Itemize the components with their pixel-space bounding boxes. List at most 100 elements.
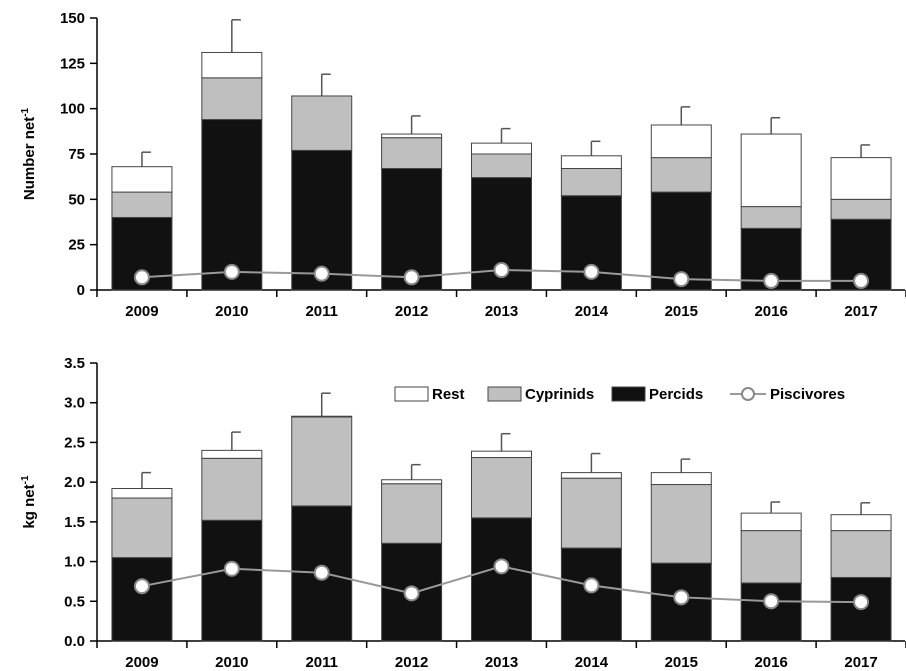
point-piscivores-2010 xyxy=(223,560,240,577)
point-piscivores-2010 xyxy=(223,263,240,280)
bar-cyprinids-2010 xyxy=(201,77,263,121)
point-piscivores-2013 xyxy=(493,558,510,575)
point-piscivores-2015 xyxy=(673,271,690,288)
bar-rest-2014 xyxy=(560,472,622,479)
point-piscivores-2013 xyxy=(493,262,510,279)
x-tick-label: 2016 xyxy=(754,654,787,671)
chart-panel-1: 0 25 50 75 100 125 150 Number net-1 2009 2010 2011… xyxy=(20,10,906,320)
point-piscivores-2009 xyxy=(133,578,150,595)
bar-cyprinids-2017 xyxy=(830,530,892,578)
x-tick-label: 2010 xyxy=(215,654,248,671)
legend-label-rest: Rest xyxy=(432,386,465,403)
bar-percids-2013 xyxy=(471,517,532,642)
y-tick-label: 150 xyxy=(60,10,85,27)
y-tick-label: 1.0 xyxy=(64,554,85,571)
y-tick-label: 50 xyxy=(68,191,85,208)
x-tick-label: 2009 xyxy=(125,303,158,320)
point-piscivores-2016 xyxy=(763,272,780,289)
x-tick-label: 2014 xyxy=(575,303,609,320)
bar-rest-2016 xyxy=(740,512,802,532)
y-tick-label: 0.5 xyxy=(64,593,85,610)
legend-label-piscivores: Piscivores xyxy=(770,386,845,403)
bar-cyprinids-2013 xyxy=(471,457,532,519)
bar-cyprinids-2016 xyxy=(740,530,802,584)
point-piscivores-2011 xyxy=(313,564,330,581)
bar-rest-2012 xyxy=(381,479,443,485)
x-tick-label: 2017 xyxy=(844,303,877,320)
x-tick-label: 2011 xyxy=(305,303,338,320)
bar-rest-2017 xyxy=(830,514,892,532)
bar-percids-2014 xyxy=(560,547,622,642)
x-tick-label: 2013 xyxy=(485,654,518,671)
y-tick-label: 3.0 xyxy=(64,395,85,412)
bar-cyprinids-2012 xyxy=(381,137,443,170)
x-tick-label: 2012 xyxy=(395,654,428,671)
bar-rest-2017 xyxy=(830,157,892,200)
legend-swatch-rest xyxy=(394,386,429,402)
bar-rest-2012 xyxy=(381,133,443,139)
legend-swatch-cyprinids xyxy=(487,386,522,402)
x-tick-label: 2017 xyxy=(844,654,877,671)
bar-rest-2016 xyxy=(740,133,802,208)
legend-swatch-marker-piscivores xyxy=(741,387,755,401)
bar-cyprinids-2014 xyxy=(560,477,622,549)
x-tick-label: 2012 xyxy=(395,303,428,320)
point-piscivores-2009 xyxy=(133,269,150,286)
point-piscivores-2014 xyxy=(583,577,600,594)
y-tick-label: 0.0 xyxy=(64,633,85,650)
point-piscivores-2015 xyxy=(673,589,690,606)
bar-cyprinids-2015 xyxy=(650,484,712,564)
legend-label-cyprinids: Cyprinids xyxy=(525,386,594,403)
y-tick-label: 1.5 xyxy=(64,514,85,531)
x-tick-label: 2015 xyxy=(665,303,698,320)
legend-swatch-percids xyxy=(611,386,646,402)
y-axis-title-superscript: -1 xyxy=(20,107,31,116)
bar-rest-2015 xyxy=(650,472,712,486)
point-piscivores-2017 xyxy=(853,272,870,289)
y-axis-title-superscript: -1 xyxy=(20,475,31,484)
point-piscivores-2012 xyxy=(403,585,420,602)
bar-rest-2013 xyxy=(471,142,532,155)
chart-panel-2: 0.0 0.5 1.0 1.5 2.0 2.5 3.0 3.5 kg net-1 2009 2010… xyxy=(20,355,906,671)
y-tick-label: 0 xyxy=(77,282,85,299)
bar-cyprinids-2009 xyxy=(111,497,173,559)
bar-cyprinids-2013 xyxy=(471,153,532,179)
y-axis-title: kg net-1 xyxy=(20,475,38,529)
x-tick-label: 2014 xyxy=(575,654,609,671)
bar-cyprinids-2011 xyxy=(291,95,353,151)
bar-cyprinids-2014 xyxy=(560,168,622,197)
x-tick-label: 2010 xyxy=(215,303,248,320)
bar-rest-2014 xyxy=(560,155,622,170)
x-tick-label: 2011 xyxy=(305,654,338,671)
bar-percids-2010 xyxy=(201,519,263,642)
point-piscivores-2014 xyxy=(583,263,600,280)
bar-rest-2010 xyxy=(201,51,263,79)
y-axis-title: Number net-1 xyxy=(20,107,38,200)
bar-percids-2009 xyxy=(111,557,173,642)
bar-cyprinids-2011 xyxy=(291,416,353,507)
y-axis-title-text: kg net xyxy=(21,484,38,528)
point-piscivores-2016 xyxy=(763,593,780,610)
bar-rest-2013 xyxy=(471,450,532,459)
point-piscivores-2012 xyxy=(403,269,420,286)
bar-cyprinids-2012 xyxy=(381,483,443,544)
y-tick-label: 25 xyxy=(68,237,85,254)
y-tick-label: 2.5 xyxy=(64,434,85,451)
bar-cyprinids-2009 xyxy=(111,191,173,218)
x-tick-label: 2013 xyxy=(485,303,518,320)
y-tick-label: 100 xyxy=(60,101,85,118)
bar-rest-2010 xyxy=(201,449,263,459)
bar-cyprinids-2010 xyxy=(201,457,263,521)
bar-percids-2010 xyxy=(201,119,263,291)
bar-rest-2009 xyxy=(111,487,173,499)
legend: Rest Cyprinids Percids Piscivores xyxy=(394,386,845,403)
bar-cyprinids-2015 xyxy=(650,157,712,193)
x-tick-label: 2009 xyxy=(125,654,158,671)
y-axis-title-text: Number net xyxy=(21,117,38,200)
legend-label-percids: Percids xyxy=(649,386,703,403)
bar-rest-2015 xyxy=(650,124,712,159)
bar-cyprinids-2017 xyxy=(830,198,892,220)
bar-rest-2011 xyxy=(291,415,353,418)
bar-percids-2016 xyxy=(740,582,802,642)
